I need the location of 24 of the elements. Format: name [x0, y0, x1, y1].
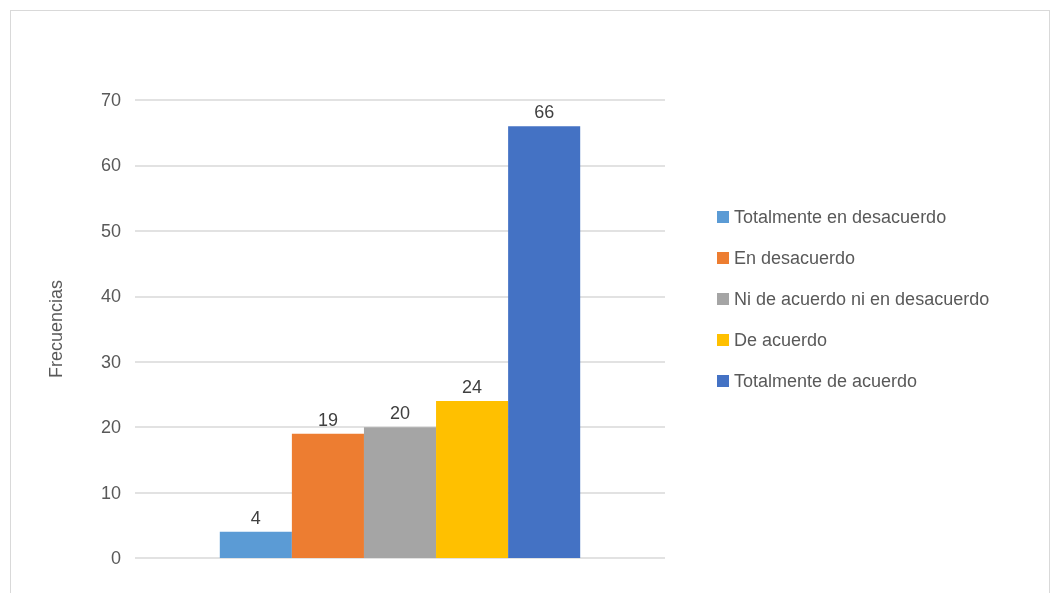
- bar: [436, 400, 509, 558]
- y-axis-title: Frecuencias: [46, 279, 66, 379]
- data-label: 20: [389, 403, 411, 424]
- data-label: 66: [534, 102, 555, 123]
- legend-label: Ni de acuerdo ni en desacuerdo: [734, 289, 990, 309]
- bar: [219, 531, 292, 558]
- data-label: 4: [250, 507, 261, 528]
- y-tick-label: 40: [100, 286, 121, 307]
- y-tick-label: 50: [100, 220, 121, 241]
- y-tick-label: 20: [100, 417, 121, 438]
- data-label: 24: [462, 376, 483, 397]
- bar: [291, 433, 364, 558]
- y-tick-label: 30: [100, 351, 121, 372]
- bar: [508, 126, 581, 558]
- bar: [363, 427, 437, 558]
- y-tick-label: 70: [100, 90, 121, 110]
- y-tick-label: 60: [100, 155, 121, 176]
- legend-label: En desacuerdo: [734, 248, 856, 268]
- y-tick-label: 10: [100, 482, 121, 503]
- legend-label: Totalmente en desacuerdo: [734, 207, 947, 227]
- legend-label: De acuerdo: [734, 330, 828, 350]
- data-label: 19: [317, 409, 338, 430]
- legend-label: Totalmente de acuerdo: [734, 371, 918, 391]
- y-tick-label: 0: [110, 548, 121, 568]
